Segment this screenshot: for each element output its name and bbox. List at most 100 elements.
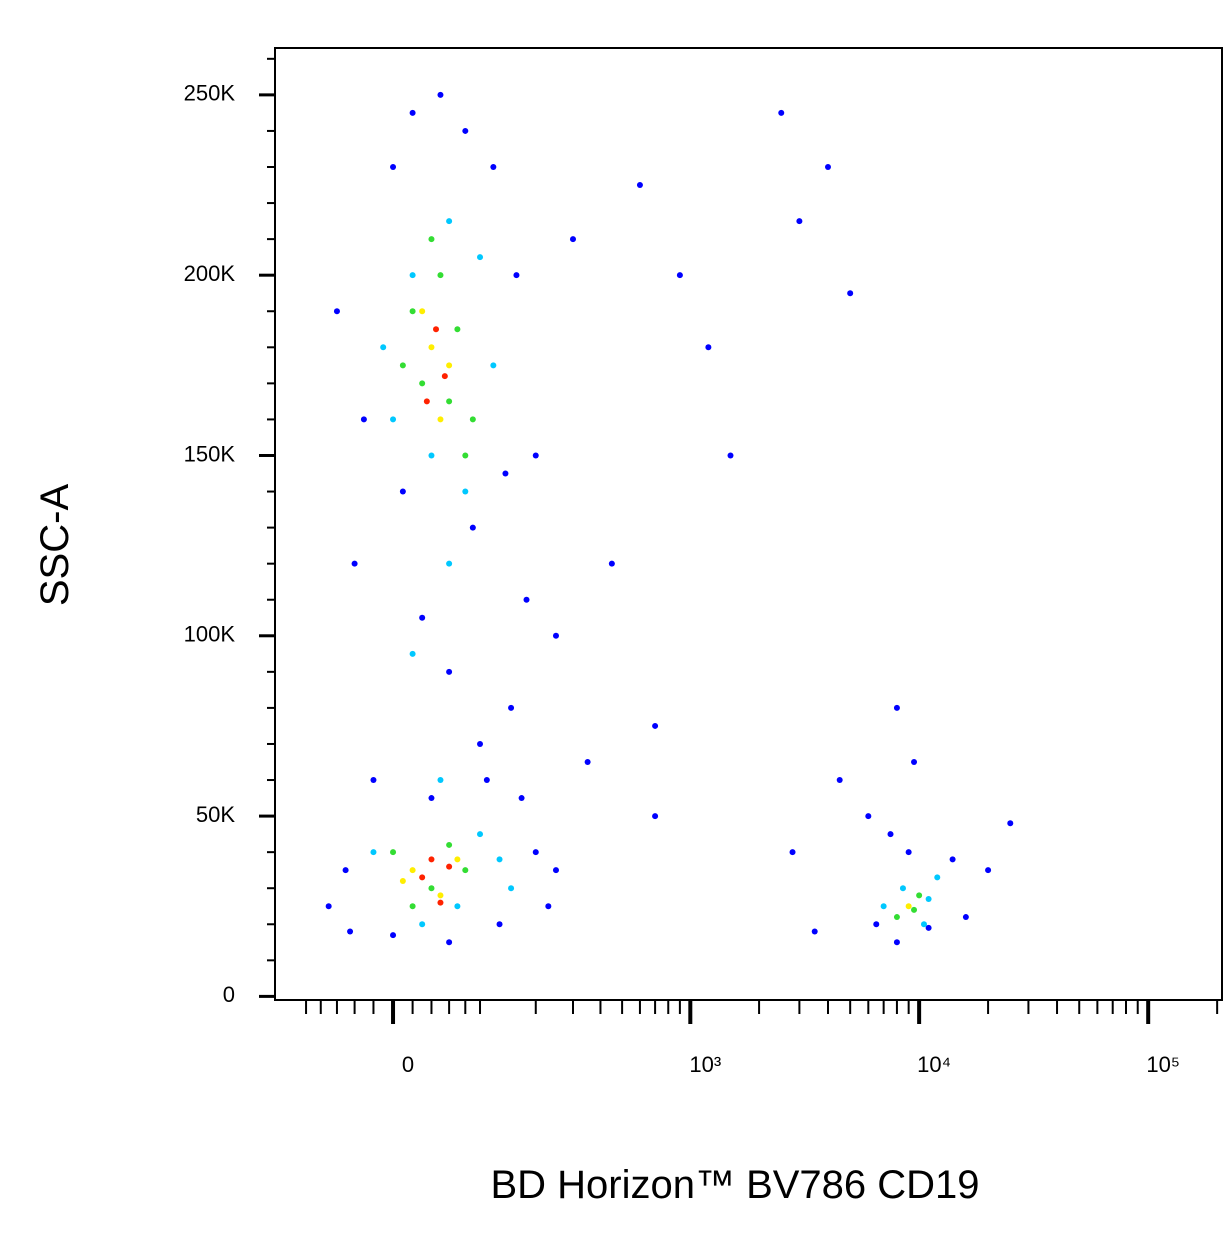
data-point [962,914,969,921]
data-point [1007,820,1014,827]
data-point [409,272,416,279]
data-point [446,668,453,675]
data-point [469,524,476,531]
x-tick-label: 10³ [689,1052,721,1077]
data-point [508,704,515,711]
data-point [428,856,435,863]
data-point [985,867,992,874]
data-point [824,164,831,170]
data-point [513,272,520,279]
data-point [916,892,923,899]
data-point [446,218,453,225]
data-point [437,777,444,784]
data-point [789,849,796,856]
data-point [477,831,484,838]
data-point [911,759,918,765]
data-point [399,488,406,495]
data-point [325,903,332,910]
data-point [462,452,469,459]
data-point [409,308,416,315]
data-point [584,759,591,765]
data-point [893,939,900,946]
data-point [454,326,461,333]
data-point [399,878,406,884]
data-point [899,885,906,892]
data-point [477,740,484,747]
data-point [545,903,552,910]
data-point [437,272,444,279]
data-point [652,813,659,820]
data-point [446,560,453,567]
data-point [437,899,444,906]
data-point [905,903,912,910]
data-point [360,416,367,423]
data-point [705,344,712,351]
data-point [880,903,887,910]
data-point [652,722,659,729]
data-point [532,849,539,856]
data-point [333,308,340,315]
data-point [428,885,435,892]
data-point [409,903,416,910]
y-tick-label: 0 [223,982,235,1007]
data-point [454,856,461,863]
data-point [351,560,358,567]
data-point [949,856,956,863]
data-point [423,398,430,405]
data-point [887,831,894,838]
data-point [778,109,785,116]
data-point [462,127,469,134]
data-point [469,416,476,423]
data-point [428,795,435,802]
data-point [390,849,397,856]
data-point [496,856,503,863]
data-point [433,326,440,333]
data-point [428,452,435,459]
data-point [636,182,643,189]
data-point [490,362,497,369]
data-point [552,867,559,874]
data-point [446,841,453,848]
data-point [428,236,435,243]
plot-frame [274,47,1223,1001]
x-tick-label: 10⁴ [917,1052,951,1077]
data-point [419,308,426,315]
data-point [446,863,453,870]
x-axis-label: BD Horizon™ BV786 CD19 [490,1163,979,1207]
data-point [390,164,397,170]
data-point [446,939,453,946]
data-point [419,921,426,928]
data-point [347,928,354,935]
x-tick-label: 10⁵ [1146,1052,1180,1077]
data-point [441,373,448,380]
data-point [569,236,576,243]
data-point [428,344,435,351]
data-point [409,867,416,874]
data-point [490,164,497,170]
data-point [409,650,416,657]
y-tick-label: 100K [184,622,236,647]
data-point [608,560,615,567]
data-point [390,932,397,939]
data-point [462,488,469,495]
data-point [419,614,426,621]
data-point [419,380,426,387]
data-point [893,704,900,711]
data-point [873,921,880,928]
data-point [865,813,872,820]
data-point [437,416,444,423]
data-point [925,896,932,903]
data-point [483,777,490,784]
data-point [446,398,453,405]
data-point [454,903,461,910]
data-point [437,892,444,899]
data-point [934,874,941,881]
data-point [462,867,469,874]
y-tick-label: 150K [184,441,236,466]
data-point [342,867,349,874]
data-point [496,921,503,928]
data-point [532,452,539,459]
data-point [811,928,818,935]
y-tick-label: 200K [184,261,236,286]
